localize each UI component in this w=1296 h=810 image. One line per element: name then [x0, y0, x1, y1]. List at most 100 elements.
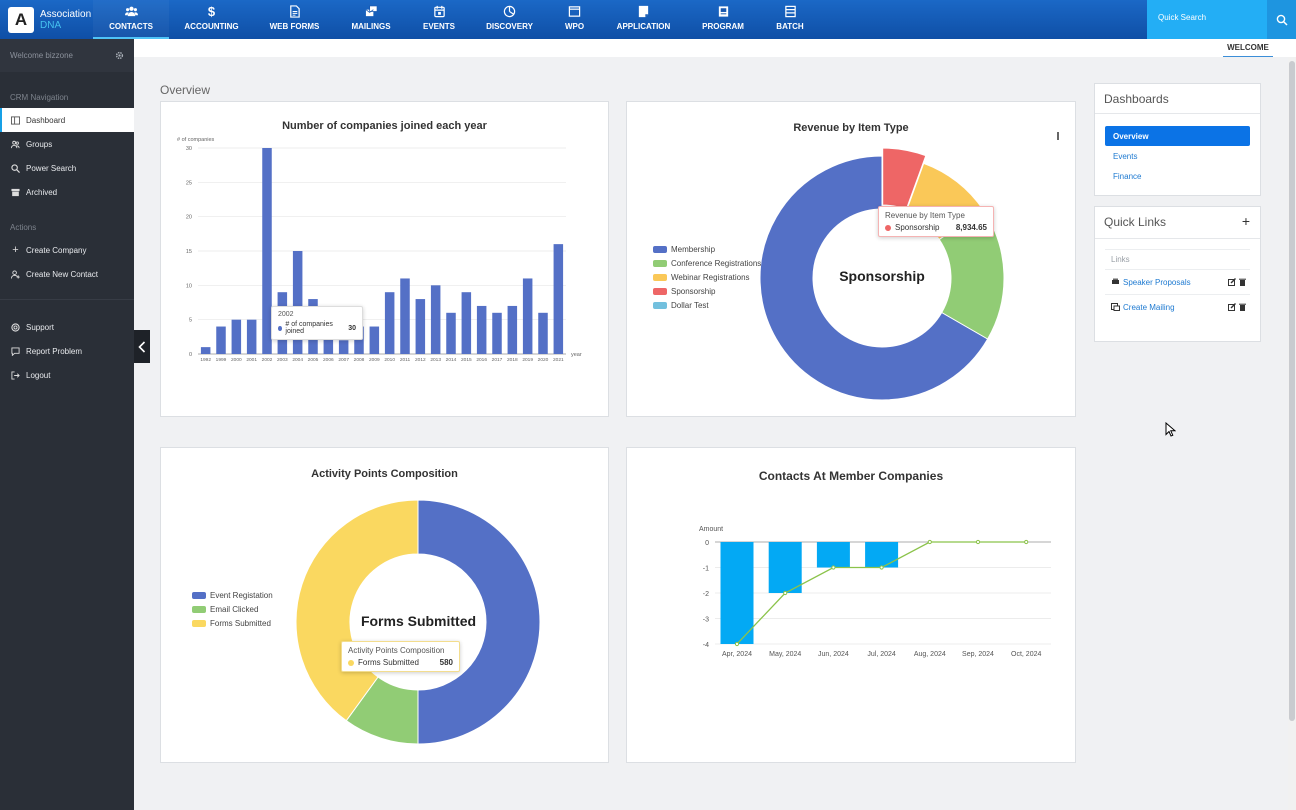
legend-item[interactable]: Event Registation — [192, 588, 273, 602]
add-link-button[interactable]: + — [1241, 213, 1250, 229]
x-tick-label: 1992 — [200, 357, 211, 363]
app-logo[interactable]: A Association DNA — [0, 0, 93, 39]
trash-icon[interactable] — [1239, 278, 1246, 286]
archive-icon — [11, 188, 20, 196]
search-button[interactable] — [1267, 0, 1296, 39]
sidebar-item-create-new-contact[interactable]: Create New Contact — [0, 262, 134, 286]
sidebar-item-report-problem[interactable]: Report Problem — [0, 339, 134, 363]
dashboard-link-finance[interactable]: Finance — [1113, 172, 1142, 181]
page-scrollbar[interactable] — [1288, 57, 1296, 810]
sidebar-item-archived[interactable]: Archived — [0, 180, 134, 204]
line-point — [734, 641, 740, 647]
dashboard-link-overview[interactable]: Overview — [1105, 126, 1250, 146]
bar — [323, 326, 334, 354]
nav-program[interactable]: PROGRAM — [686, 0, 760, 39]
y-tick-label: 30 — [186, 146, 192, 152]
tooltip-title: Activity Points Composition — [348, 646, 445, 655]
x-tick-label: 2011 — [400, 357, 411, 363]
nav-application[interactable]: APPLICATION — [601, 0, 686, 39]
x-tick-label: 2019 — [522, 357, 533, 363]
sidebar-item-support[interactable]: Support — [0, 315, 134, 339]
legend-item[interactable]: Webinar Registrations — [653, 270, 761, 284]
quick-link-create-mailing[interactable]: Create Mailing — [1105, 294, 1250, 319]
donut-center-label: Sponsorship — [839, 268, 925, 284]
legend-swatch — [192, 591, 206, 599]
nav-contacts[interactable]: CONTACTS — [93, 0, 169, 39]
pie-icon — [503, 5, 516, 18]
welcome-text: Welcome bizzone — [10, 51, 73, 60]
sidebar-item-groups[interactable]: Groups — [0, 132, 134, 156]
chart-title: Activity Points Composition — [311, 468, 458, 480]
nav-wpo[interactable]: WPO — [548, 0, 601, 39]
sidebar-item-power-search[interactable]: Power Search — [0, 156, 134, 180]
legend-label: Webinar Registrations — [671, 272, 750, 282]
legend-item[interactable]: Sponsorship — [653, 284, 761, 298]
edit-icon[interactable] — [1228, 278, 1236, 286]
sidebar-item-label: Support — [26, 322, 55, 332]
bar — [338, 340, 349, 354]
quick-links-panel: Quick Links + Links Speaker Proposals Cr… — [1094, 206, 1261, 342]
nav-label: BATCH — [776, 22, 804, 31]
bar — [415, 299, 426, 354]
contacts-member-companies-card: Contacts At Member Companies Amount 0 -1 -2… — [626, 447, 1076, 763]
nav-mailings[interactable]: MAILINGS — [335, 0, 407, 39]
welcome-bar: Welcome bizzone — [0, 39, 134, 72]
bar — [553, 244, 564, 354]
gear-icon[interactable] — [115, 51, 124, 60]
batch-icon — [784, 5, 797, 18]
collapse-sidebar-button[interactable] — [134, 330, 150, 363]
dashboard-link-events[interactable]: Events — [1113, 152, 1138, 161]
tooltip-value: 580 — [439, 658, 453, 667]
x-tick-label: May, 2024 — [769, 651, 801, 658]
legend-item[interactable]: Conference Registrations — [653, 256, 761, 270]
main-nav: CONTACTS $ ACCOUNTING WEB FORMS MAILINGS… — [93, 0, 820, 39]
more-options-icon[interactable] — [1057, 132, 1059, 140]
nav-events[interactable]: EVENTS — [407, 0, 471, 39]
trash-icon[interactable] — [1239, 303, 1246, 311]
legend-swatch — [192, 619, 206, 627]
line-point — [975, 539, 981, 545]
nav-label: CONTACTS — [109, 22, 153, 31]
nav-discovery[interactable]: DISCOVERY — [471, 0, 548, 39]
quick-link-speaker-proposals[interactable]: Speaker Proposals — [1105, 269, 1250, 294]
x-tick-label: 2001 — [246, 357, 257, 363]
companies-bar-chart[interactable]: # of companies 0 5 10 15 20 25 30 1992 1999 2000 20… — [161, 102, 608, 416]
tooltip-dot — [348, 659, 354, 666]
legend-swatch — [653, 301, 667, 309]
sidebar-item-label: Groups — [26, 139, 53, 149]
nav-batch[interactable]: BATCH — [760, 0, 820, 39]
sidebar-item-create-company[interactable]: + Create Company — [0, 238, 134, 262]
logo-line2: DNA — [40, 19, 62, 31]
nav-accounting[interactable]: $ ACCOUNTING — [169, 0, 254, 39]
application-icon — [637, 5, 650, 18]
dollar-icon: $ — [207, 4, 216, 19]
tab-welcome[interactable]: WELCOME — [1223, 39, 1273, 57]
sidebar-item-dashboard[interactable]: Dashboard — [0, 108, 134, 132]
edit-icon[interactable] — [1228, 303, 1236, 311]
mailing-icon — [1111, 303, 1120, 311]
legend-item[interactable]: Forms Submitted — [192, 616, 273, 630]
bar — [200, 347, 211, 354]
revenue-tooltip: Revenue by Item Type Sponsorship 8,934.6… — [878, 206, 994, 237]
add-user-icon — [11, 269, 20, 279]
top-navigation-bar: A Association DNA CONTACTS $ ACCOUNTING … — [0, 0, 1296, 39]
sidebar-item-label: Create New Contact — [26, 269, 99, 279]
y-tick-label: 10 — [186, 283, 192, 289]
sidebar-item-logout[interactable]: Logout — [0, 363, 134, 387]
dashboards-panel: Dashboards Overview Events Finance — [1094, 83, 1261, 196]
legend-item[interactable]: Email Clicked — [192, 602, 273, 616]
quick-search-input[interactable]: Quick Search — [1147, 0, 1267, 39]
revenue-by-item-card: Revenue by Item Type Membership Conferen… — [626, 101, 1076, 417]
bar — [522, 278, 533, 354]
bar — [384, 292, 395, 354]
activity-donut-chart[interactable] — [161, 448, 608, 762]
scrollbar-thumb[interactable] — [1289, 61, 1295, 721]
x-tick-label: 2014 — [446, 357, 457, 363]
contacts-bar-line-chart[interactable]: Amount 0 -1 -2 -3 -4 Apr, 2024 May, 2024 Jun, 20… — [627, 448, 1075, 762]
nav-web-forms[interactable]: WEB FORMS — [254, 0, 335, 39]
bar — [231, 319, 242, 354]
legend-item[interactable]: Dollar Test — [653, 298, 761, 312]
legend-item[interactable]: Membership — [653, 242, 761, 256]
x-tick-label: Jun, 2024 — [818, 651, 849, 658]
x-tick-label: 2009 — [369, 357, 380, 363]
